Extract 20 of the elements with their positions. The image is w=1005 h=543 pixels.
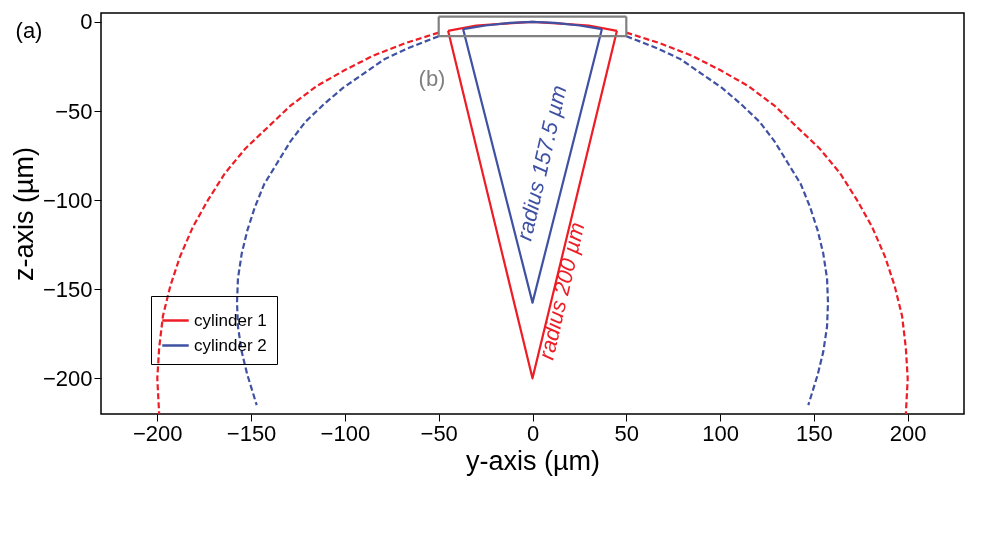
y-tick-label: 0 bbox=[80, 9, 93, 35]
x-tick-label: 150 bbox=[796, 420, 833, 446]
x-tick-label: 50 bbox=[614, 420, 640, 446]
text: (a) bbox=[15, 18, 43, 43]
x-tick-label: −150 bbox=[226, 420, 277, 446]
y-axis-title: z-axis (µm) bbox=[8, 146, 39, 282]
y-tick-label: −50 bbox=[55, 98, 93, 124]
annotation: (b) bbox=[418, 66, 446, 91]
x-tick-label: −200 bbox=[133, 420, 183, 446]
x-axis-title: y-axis (µm) bbox=[465, 445, 601, 476]
x-tick-label: 0 bbox=[526, 420, 540, 446]
y-tick-label: −200 bbox=[42, 365, 93, 391]
y-tick-label: −100 bbox=[42, 187, 93, 213]
x-tick-label: 200 bbox=[889, 420, 927, 446]
legend-label: cylinder 1 bbox=[194, 310, 267, 330]
legend-label: cylinder 2 bbox=[194, 335, 267, 355]
x-tick-label: −100 bbox=[320, 420, 371, 446]
y-tick-label: −150 bbox=[42, 276, 93, 302]
x-tick-label: 100 bbox=[702, 420, 739, 446]
x-tick-label: −50 bbox=[420, 420, 458, 446]
